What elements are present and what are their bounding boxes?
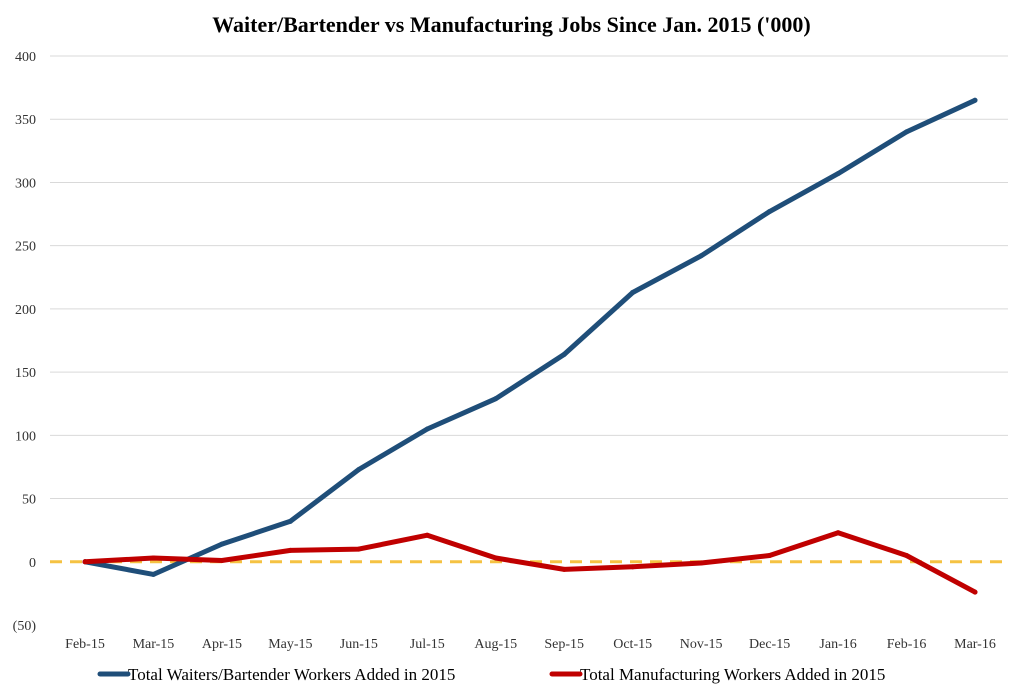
data-point	[972, 589, 978, 595]
x-tick-label: Apr-15	[202, 637, 242, 652]
x-tick-label: Feb-16	[887, 637, 927, 652]
x-tick-label: Jul-15	[410, 637, 445, 652]
legend-label: Total Manufacturing Workers Added in 201…	[580, 665, 885, 684]
x-tick-label: Jun-15	[340, 637, 378, 652]
y-tick-label: 0	[29, 556, 36, 571]
y-tick-label: (50)	[13, 619, 37, 634]
data-point	[835, 530, 841, 536]
x-tick-label: May-15	[268, 637, 312, 652]
y-tick-label: 250	[15, 240, 36, 255]
data-point	[972, 97, 978, 103]
x-tick-label: Mar-15	[133, 637, 175, 652]
data-point	[630, 289, 636, 295]
data-point	[150, 555, 156, 561]
data-point	[904, 129, 910, 135]
data-point	[287, 547, 293, 553]
data-point	[493, 396, 499, 402]
x-tick-label: Nov-15	[680, 637, 723, 652]
data-point	[424, 426, 430, 432]
data-point	[82, 559, 88, 565]
data-point	[767, 552, 773, 558]
y-tick-label: 300	[15, 176, 36, 191]
y-tick-label: 100	[15, 429, 36, 444]
data-point	[219, 541, 225, 547]
chart-title: Waiter/Bartender vs Manufacturing Jobs S…	[212, 12, 811, 37]
series-line-manufacturing	[82, 530, 978, 595]
series-line-waiters-bartenders	[82, 97, 978, 577]
y-tick-label: 400	[15, 50, 36, 65]
data-point	[698, 253, 704, 259]
data-point	[561, 566, 567, 572]
data-point	[561, 351, 567, 357]
x-tick-label: Feb-15	[65, 637, 105, 652]
legend: Total Waiters/Bartender Workers Added in…	[97, 665, 885, 684]
y-tick-label: 200	[15, 303, 36, 318]
data-point	[424, 532, 430, 538]
gridlines	[50, 55, 1008, 500]
x-axis-ticks: Feb-15 Mar-15 Apr-15 May-15 Jun-15 Jul-15 Aug-…	[65, 637, 996, 652]
data-point	[835, 171, 841, 177]
data-point	[287, 518, 293, 524]
x-tick-label: Dec-15	[749, 637, 790, 652]
x-tick-label: Oct-15	[613, 637, 652, 652]
y-tick-label: 50	[22, 493, 36, 508]
data-point	[356, 466, 362, 472]
y-tick-label: 350	[15, 113, 36, 128]
x-tick-label: Mar-16	[954, 637, 996, 652]
data-point	[356, 546, 362, 552]
data-point	[219, 558, 225, 564]
data-point	[150, 571, 156, 577]
x-tick-label: Sep-15	[544, 637, 584, 652]
data-point	[493, 555, 499, 561]
data-point	[698, 560, 704, 566]
data-point	[630, 564, 636, 570]
data-point	[904, 552, 910, 558]
y-axis-ticks: 400 350 300 250 200 150 100 50 0 (50)	[13, 50, 37, 634]
x-tick-label: Jan-16	[819, 637, 856, 652]
x-tick-label: Aug-15	[474, 637, 517, 652]
series-lines	[82, 97, 978, 595]
data-point	[767, 209, 773, 215]
y-tick-label: 150	[15, 366, 36, 381]
legend-label: Total Waiters/Bartender Workers Added in…	[128, 665, 455, 684]
